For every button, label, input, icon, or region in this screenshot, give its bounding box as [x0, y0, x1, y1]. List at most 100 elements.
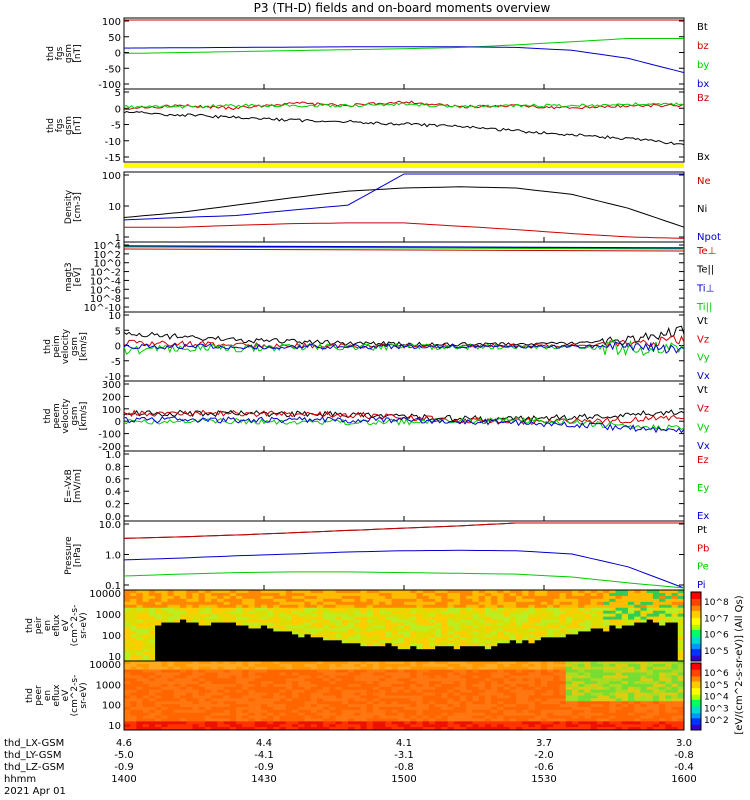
spectro-cell [292, 712, 299, 717]
spectro-cell [148, 666, 156, 671]
spectro-cell [341, 595, 349, 600]
spectro-cell [248, 640, 256, 644]
spectro-cell [404, 607, 411, 612]
spectro-cell [279, 595, 287, 600]
colorbar-bottom-cell [691, 664, 701, 667]
spectro-cell [540, 646, 548, 650]
spectro-cell [217, 686, 225, 691]
spectro-cell [460, 634, 467, 638]
spectro-cell [665, 681, 673, 685]
spectro-cell [516, 610, 523, 615]
spectro-cell [428, 655, 436, 659]
spectro-cell [148, 601, 156, 606]
spectro-cell [298, 601, 305, 606]
spectro-cell [148, 646, 156, 650]
spectro-cell [236, 718, 243, 722]
spectro-cell [341, 649, 349, 653]
spectro-cell [348, 675, 355, 679]
spectro-cell [410, 652, 417, 656]
spectro-cell [155, 721, 162, 725]
spectro-cell [397, 669, 405, 673]
spectro-cell [397, 649, 405, 653]
spectro-cell [242, 678, 249, 682]
spectro-cell [553, 595, 561, 600]
spectro-cell [192, 631, 200, 635]
spectro-cell [167, 707, 175, 711]
spectro-cell [665, 643, 673, 647]
spectro-cell [242, 684, 249, 688]
spectro-cell [509, 666, 517, 671]
spectro-cell [391, 718, 399, 722]
spectro-cell [491, 616, 498, 621]
colorbar-bottom-cell [691, 719, 701, 723]
spectro-cell [603, 658, 610, 662]
spectro-cell [148, 692, 156, 696]
spectro-cell [186, 678, 193, 682]
spectro-cell [323, 622, 330, 626]
spectro-cell [292, 643, 299, 647]
spectro-cell [379, 607, 386, 612]
spectro-cell [578, 631, 585, 635]
spectro-cell [534, 655, 542, 659]
spectro-cell [404, 727, 411, 731]
spectro-cell [236, 628, 243, 632]
spectro-cell [192, 663, 200, 668]
spectro-cell [335, 675, 343, 679]
spectro-cell [540, 649, 548, 653]
spectro-cell [634, 622, 641, 626]
spectro-cell [142, 715, 150, 719]
spectro-cell [298, 712, 305, 717]
spectro-cell [204, 607, 212, 612]
spectro-cell [584, 646, 592, 650]
spectro-cell [484, 646, 492, 650]
spectro-cell [372, 704, 380, 708]
spectro-cell [528, 613, 536, 618]
spectro-cell [609, 661, 617, 665]
spectro-cell [609, 672, 617, 676]
spectro-cell [509, 604, 517, 609]
spectro-cell [559, 663, 567, 668]
spectro-cell [609, 631, 617, 635]
spectro-cell [516, 727, 523, 731]
spectro-cell [478, 637, 486, 641]
spectro-cell [304, 613, 312, 618]
spectro-cell [192, 666, 200, 671]
spectro-cell [391, 669, 399, 673]
spectro-cell [304, 663, 312, 668]
spectro-cell [304, 672, 312, 676]
spectro-cell [590, 646, 598, 650]
spectro-cell [547, 649, 554, 653]
spectro-cell [466, 601, 473, 606]
spectro-cell [578, 684, 585, 688]
spectro-cell [410, 604, 417, 609]
spectro-cell [360, 678, 368, 682]
spectro-cell [410, 619, 417, 624]
spectro-cell [522, 601, 529, 606]
spectro-cell [236, 686, 243, 691]
spectro-cell [509, 727, 517, 731]
spectro-cell [142, 712, 150, 717]
spectro-cell [522, 613, 529, 618]
spectro-cell [547, 686, 554, 691]
spectro-cell [236, 715, 243, 719]
spectro-cell [279, 701, 287, 705]
ytick-label: -15 [105, 153, 121, 164]
spectro-cell [478, 655, 486, 659]
spectro-cell [335, 601, 343, 606]
spectro-cell [596, 663, 604, 668]
spectro-cell [161, 631, 169, 635]
spectro-cell [142, 616, 150, 621]
spectro-cell [646, 721, 654, 725]
spectro-cell [148, 695, 156, 699]
spectro-cell [590, 684, 598, 688]
spectro-cell [528, 709, 536, 714]
spectro-cell [242, 727, 249, 731]
spectro-cell [267, 681, 274, 685]
spectro-cell [460, 681, 467, 685]
spectro-cell [298, 715, 305, 719]
spectro-cell [173, 646, 181, 650]
spectro-cell [211, 598, 218, 603]
spectro-cell [540, 684, 548, 688]
spectro-cell [528, 695, 536, 699]
spectro-cell [329, 678, 337, 682]
